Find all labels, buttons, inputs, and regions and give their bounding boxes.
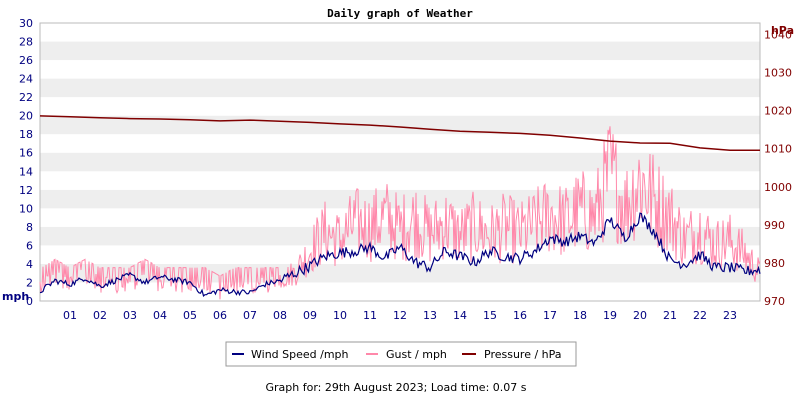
- left-tick-label: 16: [19, 147, 33, 160]
- pressure-line: [39, 115, 760, 151]
- grid-band: [40, 245, 760, 264]
- left-tick-label: 28: [19, 36, 33, 49]
- gust-line: [39, 126, 761, 300]
- right-tick-label: 1030: [764, 67, 792, 80]
- x-tick-label: 03: [123, 309, 137, 322]
- x-tick-label: 12: [393, 309, 407, 322]
- x-tick-label: 16: [513, 309, 527, 322]
- x-tick-label: 15: [483, 309, 497, 322]
- left-axis-unit: mph: [2, 290, 29, 303]
- x-tick-label: 18: [573, 309, 587, 322]
- wind-speed-line: [39, 212, 761, 297]
- grid-band: [40, 60, 760, 79]
- left-tick-label: 4: [26, 258, 33, 271]
- right-tick-label: 1020: [764, 105, 792, 118]
- right-axis-ticks: 970 980 990 1000 1010 1020 1030 1040: [764, 28, 792, 308]
- plot-frame: [39, 22, 761, 302]
- left-tick-label: 6: [26, 239, 33, 252]
- grid-band: [40, 97, 760, 116]
- left-tick-label: 0: [26, 295, 33, 308]
- pressure-series: [39, 115, 760, 151]
- grid-band: [40, 41, 760, 61]
- x-tick-label: 21: [663, 309, 677, 322]
- grid-band: [40, 208, 760, 227]
- x-tick-label: 06: [213, 309, 227, 322]
- legend: Wind Speed /mph Gust / mph Pressure / hP…: [225, 341, 577, 367]
- right-tick-label: 1010: [764, 143, 792, 156]
- x-tick-label: 20: [633, 309, 647, 322]
- left-tick-label: 30: [19, 17, 33, 30]
- legend-label-gust: Gust / mph: [386, 348, 447, 361]
- gust-series: [39, 126, 761, 300]
- wind-speed-series: [39, 212, 761, 297]
- x-tick-label: 10: [333, 309, 347, 322]
- left-tick-label: 22: [19, 91, 33, 104]
- left-tick-label: 18: [19, 128, 33, 141]
- chart-title: Daily graph of Weather: [327, 7, 473, 20]
- x-tick-label: 08: [273, 309, 287, 322]
- graph-footer: Graph for: 29th August 2023; Load time: …: [266, 381, 527, 394]
- right-tick-label: 1000: [764, 181, 792, 194]
- grid-band: [40, 78, 760, 98]
- x-tick-label: 23: [723, 309, 737, 322]
- grid-band: [40, 152, 760, 172]
- x-tick-label: 22: [693, 309, 707, 322]
- grid-band: [40, 134, 760, 153]
- legend-label-wind: Wind Speed /mph: [251, 348, 349, 361]
- right-tick-label: 990: [764, 219, 785, 232]
- left-tick-label: 8: [26, 221, 33, 234]
- x-tick-label: 02: [93, 309, 107, 322]
- left-tick-label: 20: [19, 110, 33, 123]
- x-tick-label: 11: [363, 309, 377, 322]
- x-axis-ticks: 01 02 03 04 05 06 07 08 09 10 11 12 13 14 15 16 17 18 19 20…: [63, 309, 737, 322]
- left-tick-label: 24: [19, 73, 33, 86]
- right-axis-unit: hPa: [771, 24, 794, 37]
- grid-bands: [40, 23, 760, 301]
- right-tick-label: 980: [764, 257, 785, 270]
- x-tick-label: 07: [243, 309, 257, 322]
- grid-band: [40, 171, 760, 190]
- x-tick-label: 17: [543, 309, 557, 322]
- legend-box: [225, 341, 577, 367]
- legend-label-pressure: Pressure / hPa: [484, 348, 562, 361]
- x-tick-label: 01: [63, 309, 77, 322]
- x-tick-label: 14: [453, 309, 467, 322]
- right-tick-label: 1040: [764, 28, 792, 41]
- x-tick-label: 09: [303, 309, 317, 322]
- plot-border: [39, 22, 761, 302]
- x-tick-label: 05: [183, 309, 197, 322]
- left-tick-label: 14: [19, 165, 33, 178]
- right-tick-label: 970: [764, 295, 785, 308]
- left-tick-label: 10: [19, 202, 33, 215]
- left-tick-label: 2: [26, 276, 33, 289]
- x-tick-label: 19: [603, 309, 617, 322]
- x-tick-label: 13: [423, 309, 437, 322]
- x-tick-label: 04: [153, 309, 167, 322]
- grid-band: [40, 282, 760, 301]
- left-tick-label: 26: [19, 54, 33, 67]
- left-tick-label: 12: [19, 184, 33, 197]
- grid-band: [40, 263, 760, 283]
- grid-band: [40, 23, 760, 42]
